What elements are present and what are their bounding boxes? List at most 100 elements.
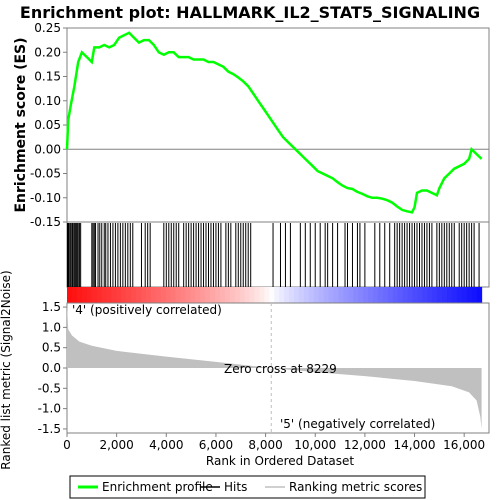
colorbar-segment bbox=[156, 287, 162, 303]
colorbar-segment bbox=[97, 287, 103, 303]
colorbar-segment bbox=[259, 287, 265, 303]
colorbar-segment bbox=[92, 287, 98, 303]
colorbar-segment bbox=[240, 287, 246, 303]
colorbar-segment bbox=[452, 287, 458, 303]
colorbar-segment bbox=[269, 287, 275, 303]
metric-y-tick-label: 1.5 bbox=[42, 300, 61, 314]
es-y-tick-label: 0.25 bbox=[34, 21, 61, 35]
colorbar-segment bbox=[245, 287, 251, 303]
colorbar-segment bbox=[220, 287, 226, 303]
chart-title: Enrichment plot: HALLMARK_IL2_STAT5_SIGN… bbox=[20, 3, 480, 22]
rank-colorbar bbox=[67, 287, 482, 303]
colorbar-segment bbox=[161, 287, 167, 303]
colorbar-segment bbox=[87, 287, 93, 303]
colorbar-segment bbox=[279, 287, 285, 303]
colorbar-segment bbox=[136, 287, 142, 303]
colorbar-segment bbox=[319, 287, 325, 303]
colorbar-segment bbox=[166, 287, 172, 303]
colorbar-segment bbox=[353, 287, 359, 303]
rank-x-tick-label: 14,000 bbox=[394, 438, 436, 452]
colorbar-segment bbox=[422, 287, 428, 303]
colorbar-segment bbox=[299, 287, 305, 303]
rank-x-tick-label: 8,000 bbox=[248, 438, 282, 452]
colorbar-segment bbox=[398, 287, 404, 303]
colorbar-segment bbox=[348, 287, 354, 303]
colorbar-segment bbox=[368, 287, 374, 303]
colorbar-segment bbox=[472, 287, 478, 303]
colorbar-segment bbox=[393, 287, 399, 303]
colorbar-segment bbox=[447, 287, 453, 303]
metric-y-tick-label: 0.5 bbox=[42, 341, 61, 355]
colorbar-segment bbox=[329, 287, 335, 303]
metric-y-tick-label: 1.0 bbox=[42, 320, 61, 334]
rank-x-tick-label: 10,000 bbox=[294, 438, 336, 452]
rank-axis-title: Rank in Ordered Dataset bbox=[206, 454, 354, 468]
colorbar-segment bbox=[343, 287, 349, 303]
colorbar-segment bbox=[432, 287, 438, 303]
colorbar-segment bbox=[477, 287, 483, 303]
es-y-tick-label: -0.10 bbox=[30, 191, 61, 205]
colorbar-segment bbox=[437, 287, 443, 303]
colorbar-segment bbox=[373, 287, 379, 303]
colorbar-segment bbox=[412, 287, 418, 303]
metric-y-tick-label: 0.0 bbox=[42, 361, 61, 375]
colorbar-segment bbox=[324, 287, 330, 303]
colorbar-segment bbox=[151, 287, 157, 303]
colorbar-segment bbox=[210, 287, 216, 303]
es-panel: -0.15-0.10-0.050.000.050.100.150.200.25 … bbox=[13, 21, 489, 229]
colorbar-segment bbox=[215, 287, 221, 303]
colorbar-segment bbox=[205, 287, 211, 303]
colorbar-segment bbox=[235, 287, 241, 303]
colorbar-segment bbox=[250, 287, 256, 303]
colorbar-segment bbox=[185, 287, 191, 303]
colorbar-segment bbox=[457, 287, 463, 303]
rank-x-tick-label: 2,000 bbox=[99, 438, 133, 452]
colorbar-segment bbox=[77, 287, 83, 303]
es-y-tick-label: 0.15 bbox=[34, 70, 61, 84]
zero-cross-label: Zero cross at 8229 bbox=[224, 362, 337, 376]
rank-x-tick-label: 6,000 bbox=[199, 438, 233, 452]
colorbar-segment bbox=[190, 287, 196, 303]
colorbar-segment bbox=[131, 287, 137, 303]
metric-y-tick-label: -0.5 bbox=[38, 381, 61, 395]
metric-axis-title: Ranked list metric (Signal2Noise) bbox=[0, 270, 13, 469]
colorbar-segment bbox=[67, 287, 73, 303]
colorbar-segment bbox=[176, 287, 182, 303]
es-y-tick-label: -0.05 bbox=[30, 167, 61, 181]
colorbar-segment bbox=[82, 287, 88, 303]
es-y-tick-label: 0.00 bbox=[34, 142, 61, 156]
colorbar-segment bbox=[304, 287, 310, 303]
colorbar-segment bbox=[314, 287, 320, 303]
hits-panel bbox=[67, 222, 489, 287]
colorbar-segment bbox=[427, 287, 433, 303]
legend-label: Hits bbox=[224, 480, 247, 494]
colorbar-segment bbox=[126, 287, 132, 303]
positive-correlation-label: '4' (positively correlated) bbox=[72, 303, 222, 317]
colorbar-segment bbox=[363, 287, 369, 303]
colorbar-segment bbox=[255, 287, 261, 303]
colorbar-segment bbox=[200, 287, 206, 303]
colorbar-segment bbox=[195, 287, 201, 303]
colorbar-segment bbox=[225, 287, 231, 303]
negative-correlation-label: '5' (negatively correlated) bbox=[280, 417, 435, 431]
colorbar-segment bbox=[289, 287, 295, 303]
metric-y-tick-label: -1.5 bbox=[38, 422, 61, 436]
colorbar-segment bbox=[467, 287, 473, 303]
colorbar-segment bbox=[383, 287, 389, 303]
colorbar-segment bbox=[146, 287, 152, 303]
colorbar-segment bbox=[230, 287, 236, 303]
colorbar-segment bbox=[102, 287, 108, 303]
es-panel-frame bbox=[67, 28, 489, 222]
es-axis-title: Enrichment score (ES) bbox=[13, 37, 29, 212]
rank-x-tick-label: 12,000 bbox=[344, 438, 386, 452]
colorbar-segment bbox=[264, 287, 270, 303]
colorbar-segment bbox=[442, 287, 448, 303]
colorbar-segment bbox=[358, 287, 364, 303]
colorbar-segment bbox=[116, 287, 122, 303]
colorbar-segment bbox=[72, 287, 78, 303]
colorbar-segment bbox=[106, 287, 112, 303]
legend: Enrichment profile Hits Ranking metric sco… bbox=[70, 476, 425, 498]
rank-x-tick-label: 16,000 bbox=[443, 438, 485, 452]
rank-x-tick-label: 0 bbox=[63, 438, 71, 452]
